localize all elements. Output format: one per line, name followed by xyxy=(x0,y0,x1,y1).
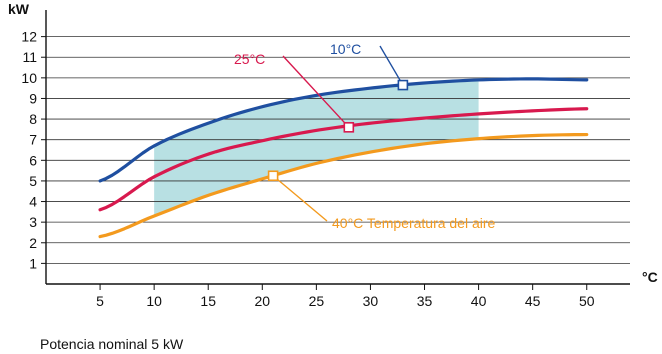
leader-line-0 xyxy=(380,46,403,85)
ytick-label-2: 2 xyxy=(29,235,37,251)
series-label-1: 25°C xyxy=(234,51,265,67)
xtick-label-45: 45 xyxy=(525,293,541,309)
ytick-label-12: 12 xyxy=(21,29,37,45)
series-label-2: 40°C Temperatura del aire xyxy=(332,215,496,231)
ytick-label-7: 7 xyxy=(29,132,37,148)
footnote: Potencia nominal 5 kW xyxy=(40,336,183,352)
xtick-label-25: 25 xyxy=(309,293,325,309)
y-unit-label: kW xyxy=(8,1,30,17)
xtick-label-50: 50 xyxy=(579,293,595,309)
ytick-label-9: 9 xyxy=(29,90,37,106)
xtick-label-20: 20 xyxy=(255,293,271,309)
ytick-label-1: 1 xyxy=(29,255,37,271)
xtick-label-35: 35 xyxy=(417,293,433,309)
xtick-label-15: 15 xyxy=(200,293,216,309)
ytick-label-8: 8 xyxy=(29,111,37,127)
ytick-label-5: 5 xyxy=(29,173,37,189)
ytick-label-10: 10 xyxy=(21,70,37,86)
series-label-0: 10°C xyxy=(330,41,361,57)
xtick-label-5: 5 xyxy=(96,293,104,309)
leader-line-2 xyxy=(273,176,327,221)
ytick-label-11: 11 xyxy=(22,49,37,65)
xtick-label-30: 30 xyxy=(363,293,379,309)
marker-1 xyxy=(344,123,353,132)
xtick-label-10: 10 xyxy=(146,293,162,309)
x-unit-label: °C xyxy=(642,269,658,285)
marker-0 xyxy=(398,81,407,90)
ytick-label-4: 4 xyxy=(29,194,37,210)
ytick-label-6: 6 xyxy=(29,152,37,168)
xtick-label-40: 40 xyxy=(471,293,487,309)
marker-2 xyxy=(269,171,278,180)
ytick-label-3: 3 xyxy=(29,214,37,230)
